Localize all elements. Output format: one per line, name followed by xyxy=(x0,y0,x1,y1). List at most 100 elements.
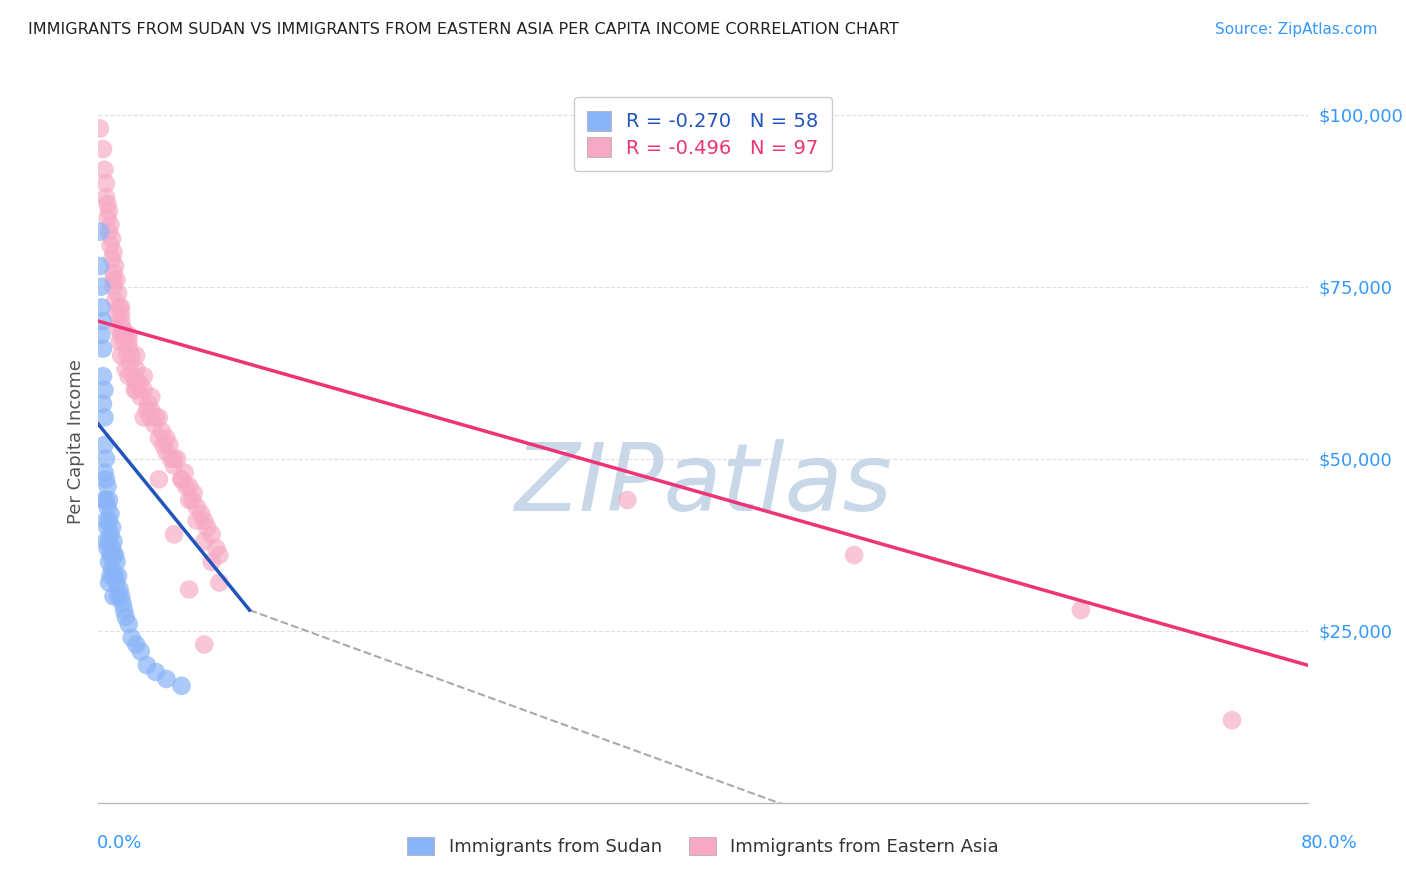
Point xyxy=(155,431,177,445)
Point xyxy=(100,527,122,541)
Point xyxy=(104,548,127,562)
Point xyxy=(91,342,114,356)
Point xyxy=(125,349,148,363)
Point xyxy=(844,548,866,562)
Text: IMMIGRANTS FROM SUDAN VS IMMIGRANTS FROM EASTERN ASIA PER CAPITA INCOME CORRELAT: IMMIGRANTS FROM SUDAN VS IMMIGRANTS FROM… xyxy=(28,22,898,37)
Point xyxy=(100,568,122,582)
Point xyxy=(110,301,132,315)
Point xyxy=(94,177,117,191)
Point xyxy=(193,534,215,549)
Point xyxy=(125,362,148,376)
Point xyxy=(114,327,136,342)
Point xyxy=(98,555,121,569)
Point xyxy=(145,410,167,425)
Point xyxy=(120,355,142,369)
Point xyxy=(96,500,118,514)
Point xyxy=(103,279,125,293)
Point xyxy=(190,507,212,521)
Point xyxy=(103,245,125,260)
Point xyxy=(98,204,121,219)
Point xyxy=(101,252,124,267)
Point xyxy=(110,307,132,321)
Point xyxy=(183,486,205,500)
Point xyxy=(96,541,118,556)
Point xyxy=(111,596,134,610)
Point xyxy=(125,376,148,390)
Point xyxy=(98,225,121,239)
Point xyxy=(110,590,132,604)
Point xyxy=(208,575,231,590)
Point xyxy=(94,190,117,204)
Point xyxy=(101,520,124,534)
Point xyxy=(98,534,121,549)
Point xyxy=(110,349,132,363)
Point xyxy=(186,500,208,514)
Point xyxy=(1070,603,1092,617)
Point xyxy=(115,349,138,363)
Point xyxy=(125,638,148,652)
Point xyxy=(90,279,112,293)
Point xyxy=(94,514,117,528)
Point xyxy=(170,472,193,486)
Point xyxy=(201,527,224,541)
Point xyxy=(108,582,131,597)
Point xyxy=(114,610,136,624)
Point xyxy=(121,631,143,645)
Point xyxy=(118,369,141,384)
Point xyxy=(118,342,141,356)
Point xyxy=(110,327,132,342)
Point xyxy=(103,568,125,582)
Point xyxy=(98,493,121,508)
Point xyxy=(93,493,115,508)
Point xyxy=(107,568,129,582)
Point xyxy=(93,410,115,425)
Point xyxy=(173,466,195,480)
Point xyxy=(93,383,115,397)
Point xyxy=(148,431,170,445)
Point xyxy=(89,225,111,239)
Point xyxy=(179,582,201,597)
Point xyxy=(148,472,170,486)
Text: ZIPatlas: ZIPatlas xyxy=(515,440,891,531)
Point xyxy=(105,307,128,321)
Point xyxy=(94,451,117,466)
Point xyxy=(163,451,186,466)
Point xyxy=(89,121,111,136)
Point xyxy=(208,548,231,562)
Point xyxy=(160,451,183,466)
Point xyxy=(100,507,122,521)
Point xyxy=(148,410,170,425)
Point xyxy=(91,314,114,328)
Point xyxy=(112,334,135,349)
Point xyxy=(98,514,121,528)
Point xyxy=(93,162,115,177)
Point xyxy=(186,514,208,528)
Point xyxy=(94,493,117,508)
Point xyxy=(103,548,125,562)
Point xyxy=(89,259,111,273)
Point xyxy=(155,445,177,459)
Point xyxy=(107,286,129,301)
Point xyxy=(108,334,131,349)
Point xyxy=(93,466,115,480)
Point xyxy=(90,327,112,342)
Point xyxy=(159,438,181,452)
Point xyxy=(193,514,215,528)
Legend: R = -0.270   N = 58, R = -0.496   N = 97: R = -0.270 N = 58, R = -0.496 N = 97 xyxy=(574,97,832,171)
Point xyxy=(98,575,121,590)
Point xyxy=(155,672,177,686)
Point xyxy=(101,231,124,245)
Point xyxy=(100,238,122,252)
Point xyxy=(129,644,152,658)
Point xyxy=(136,397,159,411)
Point xyxy=(96,197,118,211)
Point xyxy=(128,376,150,390)
Point xyxy=(118,327,141,342)
Point xyxy=(205,541,228,556)
Point xyxy=(96,479,118,493)
Point xyxy=(90,301,112,315)
Point xyxy=(166,451,188,466)
Text: 80.0%: 80.0% xyxy=(1301,834,1357,852)
Point xyxy=(135,658,157,673)
Point xyxy=(163,458,186,473)
